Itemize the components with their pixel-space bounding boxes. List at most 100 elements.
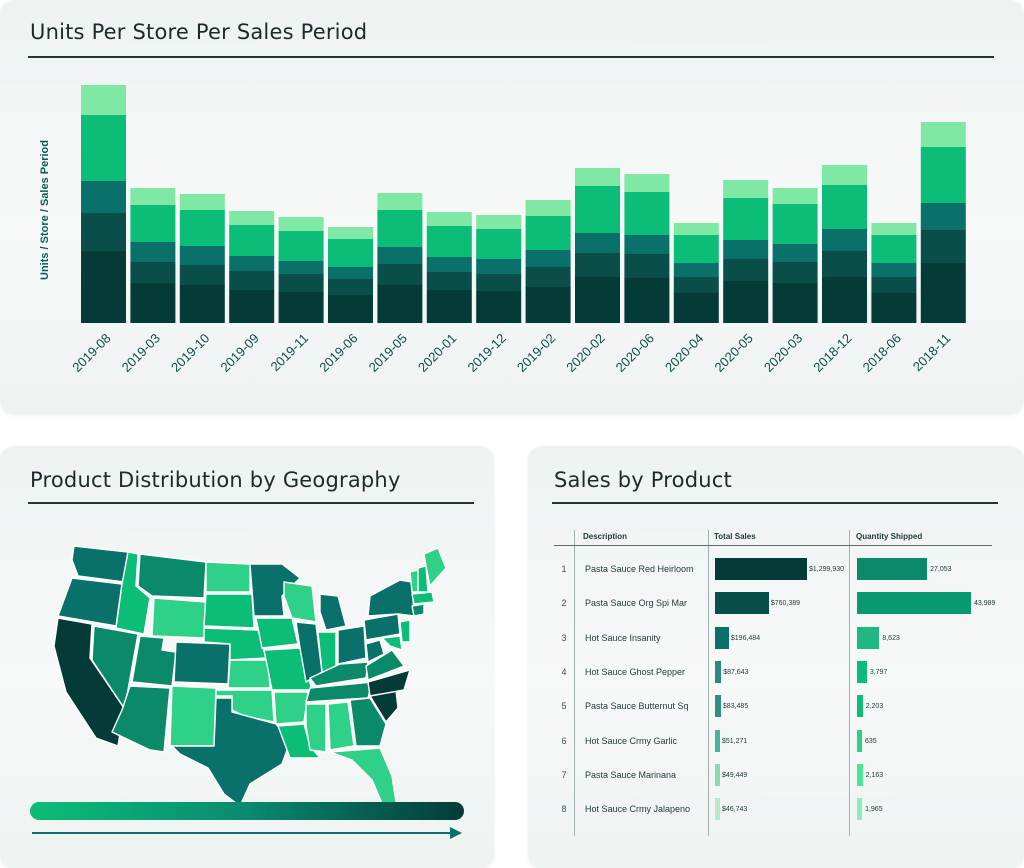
row-description: Hot Sauce Insanity bbox=[585, 632, 661, 643]
bar-segment-2020-04-layer-1 bbox=[673, 293, 719, 323]
bar-segment-2019-03-layer-1 bbox=[130, 283, 176, 323]
bar-segment-2019-11-layer-2 bbox=[278, 274, 324, 292]
quantity-value: 1,965 bbox=[865, 806, 883, 814]
bar-segment-2020-01-layer-4 bbox=[426, 226, 472, 257]
us-choropleth-map bbox=[30, 545, 464, 839]
quantity-bar bbox=[857, 558, 928, 580]
x-tick-labels: 2019-08 2019-03 2019-10 2019-09 2019-11 2019-… bbox=[69, 331, 953, 375]
bar-segment-2020-06-layer-3 bbox=[624, 235, 670, 254]
row-description: Hot Sauce Crmy Jalapeno bbox=[585, 804, 691, 815]
units-chart-title: Units Per Store Per Sales Period bbox=[30, 20, 368, 44]
total-sales-value: $87,643 bbox=[723, 668, 749, 676]
x-tick-label: 2018-11 bbox=[910, 331, 954, 375]
bar-segment-2020-01-layer-1 bbox=[426, 290, 472, 323]
quantity-value: 27,053 bbox=[930, 566, 952, 573]
bar-segment-2019-12-layer-1 bbox=[476, 291, 522, 323]
bar-segment-2019-05-layer-5 bbox=[377, 193, 423, 210]
bar-segment-2020-04-layer-2 bbox=[673, 277, 719, 293]
state-indiana bbox=[317, 631, 337, 673]
bar-segment-2019-12-layer-3 bbox=[476, 259, 522, 274]
state-massachusetts bbox=[411, 591, 435, 605]
state-vermont bbox=[409, 569, 419, 593]
quantity-value: 43,989 bbox=[974, 600, 996, 608]
bar-segment-2020-02-layer-3 bbox=[575, 233, 620, 253]
bar-segment-2020-06-layer-1 bbox=[624, 278, 670, 323]
bar-segment-2020-05-layer-3 bbox=[723, 240, 769, 259]
state-new-mexico bbox=[169, 685, 217, 747]
units-chart-title-rule bbox=[28, 56, 994, 58]
column-header-total-sales: Total Sales bbox=[714, 532, 756, 541]
quantity-bar bbox=[857, 592, 971, 615]
total-sales-value: $46,743 bbox=[722, 806, 748, 814]
state-maine bbox=[423, 547, 447, 587]
quantity-value: 3,797 bbox=[869, 668, 888, 676]
state-mississippi bbox=[305, 703, 327, 753]
bar-segment-2019-10-layer-2 bbox=[179, 265, 225, 285]
bar-segment-2018-06-layer-1 bbox=[871, 293, 917, 323]
total-sales-bar bbox=[715, 558, 807, 580]
total-sales-value: $49,449 bbox=[722, 771, 748, 779]
bar-segment-2018-06-layer-3 bbox=[871, 263, 917, 277]
bar-segment-2019-08-layer-2 bbox=[81, 213, 126, 251]
x-tick-label: 2020-02 bbox=[563, 331, 607, 375]
bar-segment-2020-03-layer-3 bbox=[772, 244, 818, 262]
bar-segment-2019-09-layer-4 bbox=[229, 225, 275, 256]
quantity-bar bbox=[857, 729, 862, 752]
sales-title: Sales by Product bbox=[554, 468, 732, 492]
row-rank: 7 bbox=[561, 769, 567, 780]
bar-stacks bbox=[81, 85, 966, 323]
x-tick-label: 2019-05 bbox=[366, 331, 410, 375]
bar-segment-2018-11-layer-2 bbox=[920, 230, 966, 263]
x-tick-label: 2019-02 bbox=[514, 331, 558, 375]
table-vline-3 bbox=[849, 530, 850, 836]
row-description: Pasta Sauce Butternut Sq bbox=[585, 701, 689, 712]
bar-segment-2019-10-layer-1 bbox=[179, 285, 225, 323]
row-description: Pasta Sauce Red Heirloom bbox=[585, 564, 694, 574]
state-south-dakota bbox=[203, 593, 255, 629]
bar-segment-2019-08-layer-3 bbox=[81, 181, 126, 213]
bar-segment-2019-08-layer-5 bbox=[81, 85, 126, 115]
quantity-bar bbox=[857, 626, 880, 649]
row-rank: 6 bbox=[561, 735, 567, 746]
state-colorado bbox=[173, 641, 231, 685]
bar-segment-2019-03-layer-5 bbox=[130, 188, 176, 205]
row-description: Pasta Sauce Marinana bbox=[585, 769, 677, 780]
geography-title: Product Distribution by Geography bbox=[30, 468, 401, 492]
bar-segment-2019-05-layer-1 bbox=[377, 285, 423, 323]
row-rank: 2 bbox=[561, 598, 567, 609]
bar-segment-2019-09-layer-3 bbox=[229, 256, 275, 271]
total-sales-value: $196,484 bbox=[730, 634, 761, 642]
total-sales-bar bbox=[715, 626, 729, 649]
total-sales-value: $83,485 bbox=[722, 703, 749, 711]
column-header-quantity-shipped: Quantity Shipped bbox=[856, 532, 923, 541]
bar-segment-2020-03-layer-2 bbox=[772, 262, 818, 283]
x-tick-label: 2020-05 bbox=[711, 331, 755, 375]
bar-segment-2020-05-layer-5 bbox=[723, 180, 769, 198]
bar-segment-2018-06-layer-4 bbox=[871, 235, 917, 263]
bar-segment-2019-09-layer-5 bbox=[229, 211, 275, 225]
row-description: Hot Sauce Crmy Garlic bbox=[585, 735, 678, 746]
bar-segment-2019-11-layer-5 bbox=[278, 217, 324, 231]
state-virginia bbox=[365, 649, 405, 681]
x-tick-label: 2020-04 bbox=[662, 331, 706, 375]
state-new-jersey bbox=[399, 619, 411, 643]
bar-segment-2019-02-layer-1 bbox=[525, 287, 571, 323]
total-sales-bar bbox=[715, 798, 720, 821]
bar-segment-2019-06-layer-5 bbox=[328, 227, 373, 239]
bar-segment-2020-06-layer-4 bbox=[624, 192, 670, 235]
bar-segment-2019-03-layer-4 bbox=[130, 205, 176, 242]
bar-segment-2018-11-layer-5 bbox=[920, 122, 966, 147]
bar-segment-2018-06-layer-2 bbox=[871, 277, 917, 293]
x-tick-label: 2019-10 bbox=[168, 331, 212, 375]
row-rank: 8 bbox=[561, 804, 567, 815]
bar-segment-2019-03-layer-2 bbox=[130, 262, 176, 283]
bar-segment-2019-02-layer-5 bbox=[525, 200, 571, 216]
total-sales-bar bbox=[715, 695, 721, 718]
bar-segment-2019-06-layer-2 bbox=[328, 279, 373, 295]
bar-segment-2019-08-layer-4 bbox=[81, 115, 126, 181]
bar-segment-2020-02-layer-5 bbox=[575, 168, 620, 186]
bar-segment-2019-09-layer-2 bbox=[229, 271, 275, 290]
bar-segment-2020-06-layer-5 bbox=[624, 174, 670, 192]
x-tick-label: 2019-09 bbox=[217, 331, 261, 375]
table-vline-1 bbox=[574, 530, 575, 836]
